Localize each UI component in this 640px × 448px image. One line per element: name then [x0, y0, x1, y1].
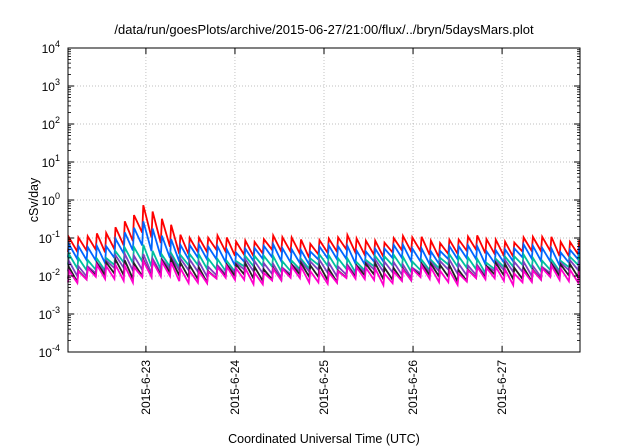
- y-tick-label: 102: [42, 115, 60, 132]
- series-group: [67, 204, 581, 289]
- y-tick-label: 103: [42, 77, 60, 94]
- x-tick-label: 2015-6-27: [495, 360, 509, 415]
- y-tick-label: 104: [42, 39, 60, 56]
- y-tick-label: 10-4: [39, 343, 60, 360]
- series-line: [67, 257, 581, 289]
- y-axis-label: cSv/day: [27, 177, 41, 222]
- x-tick-label: 2015-6-23: [139, 360, 153, 415]
- chart-title: /data/run/goesPlots/archive/2015-06-27/2…: [114, 22, 534, 37]
- y-axis: 10-4 10-3 10-2 10-1 100 101 102 103 104: [39, 39, 580, 360]
- y-tick-label: 10-2: [39, 267, 60, 284]
- x-tick-label: 2015-6-26: [406, 360, 420, 415]
- y-tick-label: 10-1: [39, 229, 60, 246]
- x-tick-label: 2015-6-25: [317, 360, 331, 415]
- x-axis-label: Coordinated Universal Time (UTC): [228, 432, 420, 446]
- series-line: [67, 221, 581, 269]
- y-tick-label: 101: [42, 153, 60, 170]
- grid: [68, 48, 580, 352]
- x-tick-label: 2015-6-24: [228, 360, 242, 415]
- y-tick-label: 100: [42, 191, 60, 208]
- y-tick-label: 10-3: [39, 305, 60, 322]
- series-line: [67, 204, 581, 261]
- x-axis: 2015-6-23 2015-6-24 2015-6-25 2015-6-26 2015…: [139, 48, 509, 415]
